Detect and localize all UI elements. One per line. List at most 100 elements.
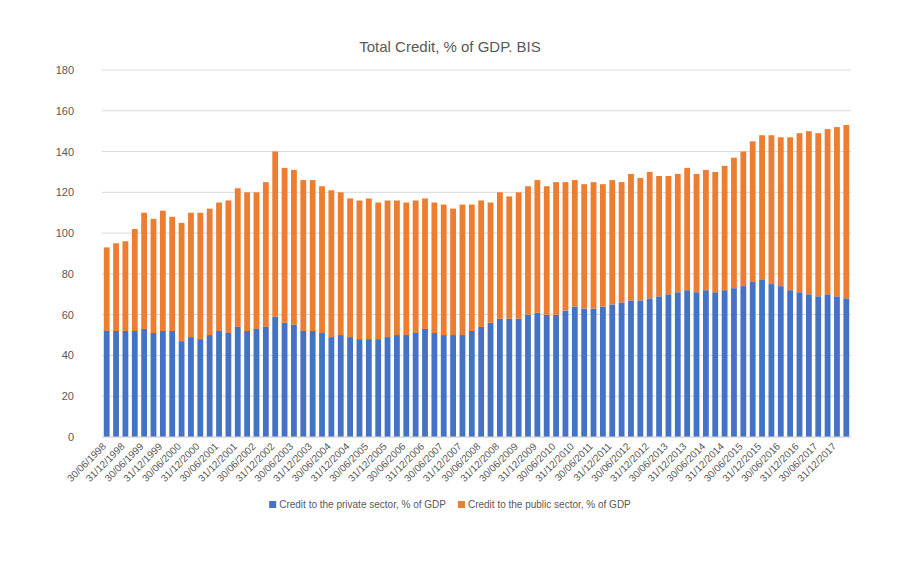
bar: [516, 192, 522, 318]
bar: [113, 243, 119, 331]
bar: [731, 288, 737, 437]
bar: [282, 168, 288, 323]
bar: [637, 178, 643, 300]
bar: [666, 294, 672, 437]
legend-label: Credit to the public sector, % of GDP: [468, 499, 631, 510]
bar: [319, 186, 325, 333]
bar: [628, 300, 634, 437]
bar: [666, 176, 672, 294]
bar: [478, 200, 484, 326]
bar: [506, 196, 512, 318]
bar: [366, 198, 372, 339]
bar: [787, 290, 793, 437]
y-tick-label: 80: [62, 268, 74, 280]
y-tick-label: 180: [56, 64, 74, 76]
bar: [684, 290, 690, 437]
bar: [740, 152, 746, 287]
grid-line: [102, 151, 851, 152]
bar: [216, 331, 222, 437]
bar: [797, 292, 803, 437]
y-tick-label: 0: [68, 431, 74, 443]
bar: [385, 337, 391, 437]
bar: [469, 205, 475, 331]
bar: [169, 331, 175, 437]
bar: [750, 282, 756, 437]
bar: [581, 184, 587, 308]
bar: [563, 182, 569, 310]
bar: [740, 286, 746, 437]
bar: [291, 325, 297, 437]
bar: [244, 192, 250, 331]
bar: [151, 219, 157, 333]
bar: [694, 292, 700, 437]
bar: [441, 205, 447, 335]
bar: [413, 200, 419, 333]
bar: [310, 331, 316, 437]
bar: [197, 213, 203, 339]
bar: [834, 296, 840, 437]
bar: [263, 182, 269, 327]
bar: [357, 339, 363, 437]
bar: [506, 319, 512, 437]
bar: [825, 129, 831, 294]
bar: [750, 141, 756, 282]
bar: [544, 315, 550, 437]
bar: [815, 296, 821, 437]
bar: [703, 170, 709, 290]
bar: [778, 137, 784, 286]
y-tick-label: 140: [56, 146, 74, 158]
bar: [488, 323, 494, 437]
bar: [534, 313, 540, 437]
bar: [328, 190, 334, 337]
bar: [403, 203, 409, 336]
legend-label: Credit to the private sector, % of GDP: [279, 499, 446, 510]
bar: [497, 192, 503, 318]
bar: [328, 337, 334, 437]
bar: [759, 280, 765, 437]
bar: [375, 203, 381, 340]
bar: [731, 158, 737, 288]
bar: [254, 192, 260, 329]
bar: [656, 296, 662, 437]
bar: [591, 309, 597, 437]
bar: [581, 309, 587, 437]
bar: [712, 292, 718, 437]
bar: [460, 335, 466, 437]
legend: Credit to the private sector, % of GDP Cr…: [269, 499, 631, 510]
bar: [787, 137, 793, 290]
bar: [647, 172, 653, 298]
grid-line: [102, 233, 851, 234]
bar: [431, 203, 437, 333]
bar: [450, 209, 456, 335]
legend-swatch: [458, 501, 465, 508]
bar: [207, 209, 213, 335]
bar: [188, 337, 194, 437]
bar: [338, 335, 344, 437]
bar: [300, 180, 306, 331]
x-tick-label: 31/12/2017: [795, 440, 838, 483]
bar: [319, 333, 325, 437]
bar: [778, 286, 784, 437]
bar: [441, 335, 447, 437]
bar: [403, 335, 409, 437]
bar: [422, 329, 428, 437]
bar: [694, 174, 700, 292]
bar: [488, 203, 494, 323]
bar: [188, 213, 194, 337]
bar: [272, 152, 278, 317]
bar: [132, 331, 138, 437]
bar: [225, 200, 231, 333]
bar: [375, 339, 381, 437]
bar: [834, 127, 840, 296]
bar: [843, 298, 849, 437]
bar: [553, 315, 559, 437]
bar: [357, 200, 363, 339]
bar: [619, 302, 625, 437]
bar: [825, 294, 831, 437]
bar: [225, 333, 231, 437]
bar: [544, 186, 550, 314]
bar: [235, 188, 241, 327]
bar: [637, 300, 643, 437]
bar: [600, 184, 606, 306]
bar: [525, 186, 531, 314]
